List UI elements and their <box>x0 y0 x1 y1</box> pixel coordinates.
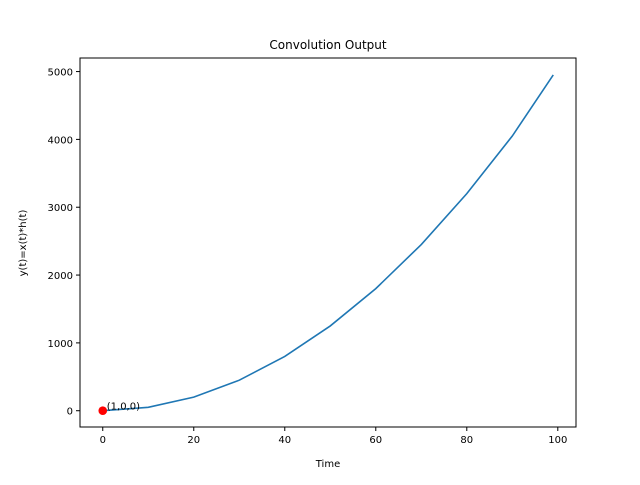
x-tick-label: 40 <box>278 435 291 446</box>
y-axis-title: y(t)=x(t)*h(t) <box>18 210 29 277</box>
y-tick-label: 1000 <box>48 339 73 350</box>
y-tick-label: 4000 <box>48 135 73 146</box>
y-tick-label: 3000 <box>48 203 73 214</box>
x-axis: 0 20 40 60 80 100 <box>100 427 567 446</box>
x-tick-label: 0 <box>100 435 106 446</box>
y-axis: 0 1000 2000 3000 4000 5000 <box>48 68 80 418</box>
x-tick-label: 20 <box>187 435 200 446</box>
plot-frame <box>79 57 577 428</box>
y-tick-label: 5000 <box>48 68 73 79</box>
x-tick-label: 100 <box>548 435 567 446</box>
chart-title: Convolution Output <box>269 38 386 52</box>
x-tick-label: 80 <box>460 435 473 446</box>
marker-label: (1,0,0) <box>107 402 140 413</box>
series-line <box>102 74 554 412</box>
x-tick-label: 60 <box>369 435 382 446</box>
x-axis-title: Time <box>315 459 340 470</box>
y-tick-label: 2000 <box>48 271 73 282</box>
y-tick-label: 0 <box>67 407 73 418</box>
plot-area: (1,0,0) <box>98 74 554 416</box>
marker-point <box>98 406 108 416</box>
